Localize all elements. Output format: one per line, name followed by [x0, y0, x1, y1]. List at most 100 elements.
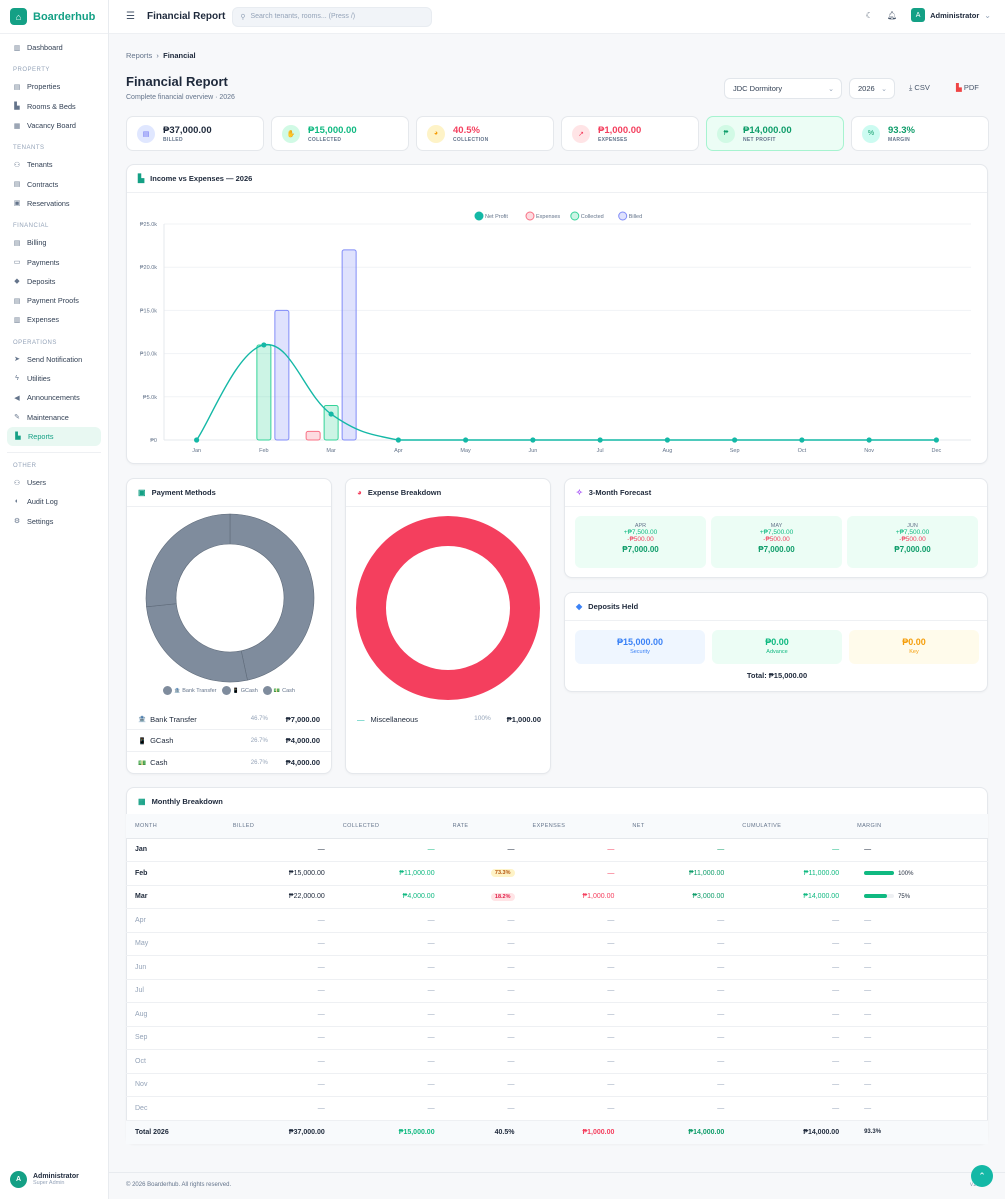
- legend-label[interactable]: Net Profit: [485, 214, 508, 220]
- point-net-profit[interactable]: [261, 342, 267, 348]
- sidebar-item-send-notification[interactable]: ➤ Send Notification: [0, 350, 102, 369]
- sidebar-item-properties[interactable]: ▤ Properties: [0, 77, 102, 96]
- sidebar-item-vacancy-board[interactable]: ▦ Vacancy Board: [0, 116, 102, 135]
- bar-billed[interactable]: [274, 309, 290, 441]
- donut-slice[interactable]: [146, 603, 248, 683]
- csv-button[interactable]: ⤓ CSV: [909, 83, 930, 93]
- scroll-top-button[interactable]: ⌃: [971, 1165, 993, 1187]
- sidebar-item-audit-log[interactable]: ◐ Audit Log: [0, 492, 102, 511]
- sidebar-item-label: Billing: [27, 238, 47, 248]
- column-header[interactable]: NET: [623, 814, 734, 839]
- bell-icon[interactable]: 🔔︎: [886, 10, 898, 20]
- stat-icon: ↗: [572, 124, 590, 143]
- card-title: 3-Month Forecast: [588, 488, 652, 497]
- method-icon: 📱: [138, 737, 147, 745]
- point-net-profit[interactable]: [328, 411, 334, 417]
- moon-icon[interactable]: ☾: [865, 10, 873, 20]
- sidebar-item-contracts[interactable]: ▤ Contracts: [0, 174, 102, 193]
- sidebar-user[interactable]: A Administrator Super Admin: [10, 1171, 79, 1188]
- property-select[interactable]: JDC Dormitory ⌄: [724, 78, 842, 99]
- x-tick-label: Aug: [662, 448, 672, 454]
- point-net-profit[interactable]: [463, 437, 469, 443]
- column-header[interactable]: BILLED: [223, 814, 334, 839]
- cell-billed: ₱22,000.00: [223, 885, 334, 909]
- sidebar-item-deposits[interactable]: ◆ Deposits: [0, 272, 102, 291]
- x-tick-label: Jul: [597, 448, 604, 454]
- cell-net: ₱14,000.00: [623, 1120, 734, 1144]
- bar-collected[interactable]: [323, 404, 339, 441]
- point-net-profit[interactable]: [664, 437, 670, 443]
- cell-billed: —: [223, 1026, 334, 1050]
- sidebar-item-reports[interactable]: ▙ Reports: [7, 426, 101, 447]
- wallet-icon: ▣: [138, 488, 146, 497]
- sidebar-item-announcements[interactable]: ◀ Announcements: [0, 388, 102, 407]
- expense-donut: [356, 516, 540, 700]
- table-row: May — — — — — — —: [126, 932, 988, 956]
- point-net-profit[interactable]: [530, 437, 536, 443]
- expense-label: Miscellaneous: [370, 715, 419, 724]
- column-header[interactable]: CUMULATIVE: [733, 814, 849, 839]
- bar-expenses[interactable]: [305, 430, 321, 441]
- sidebar-item-billing[interactable]: ▤ Billing: [0, 233, 102, 252]
- point-net-profit[interactable]: [799, 437, 805, 443]
- legend-label[interactable]: Expenses: [536, 214, 560, 220]
- legend-item[interactable]: 💵 Cash: [262, 686, 295, 695]
- donut-slice[interactable]: [229, 513, 315, 681]
- cell-net: —: [623, 979, 734, 1003]
- sidebar-item-utilities[interactable]: ϟ Utilities: [0, 369, 102, 388]
- pdf-button[interactable]: ▙ PDF: [956, 83, 979, 92]
- bar-collected[interactable]: [256, 344, 272, 441]
- sidebar-item-rooms-beds[interactable]: ▙ Rooms & Beds: [0, 97, 102, 116]
- sidebar-item-payments[interactable]: ▭ Payments: [0, 252, 102, 271]
- cell-month: Dec: [126, 1096, 224, 1121]
- sidebar-item-settings[interactable]: ⚙ Settings: [0, 512, 102, 531]
- donut-slice[interactable]: [356, 516, 540, 700]
- rate-badge: 18.2%: [490, 892, 515, 901]
- cell-expenses: —: [523, 908, 624, 933]
- sidebar-item-expenses[interactable]: ▥ Expenses: [0, 310, 102, 329]
- cell-cumulative: —: [733, 979, 849, 1003]
- bar-billed[interactable]: [341, 249, 357, 441]
- legend-label[interactable]: Collected: [581, 214, 604, 220]
- sidebar-item-payment-proofs[interactable]: ▤ Payment Proofs: [0, 291, 102, 310]
- point-net-profit[interactable]: [597, 437, 603, 443]
- sidebar-item-maintenance[interactable]: ✎ Maintenance: [0, 407, 102, 426]
- legend-item[interactable]: 🏦 Bank Transfer: [163, 686, 217, 695]
- breadcrumb-reports[interactable]: Reports: [126, 51, 153, 60]
- point-net-profit[interactable]: [866, 437, 872, 443]
- column-header[interactable]: MARGIN: [848, 814, 988, 839]
- table-row: Apr — — — — — — —: [126, 908, 988, 933]
- user-menu[interactable]: A Administrator ⌄: [911, 8, 991, 22]
- x-tick-label: Jan: [192, 448, 201, 454]
- column-header[interactable]: MONTH: [126, 814, 224, 839]
- point-net-profit[interactable]: [933, 437, 939, 443]
- sidebar-item-label: Reports: [28, 431, 54, 441]
- table-row: Feb ₱15,000.00 ₱11,000.00 73.3% — ₱11,000.00 ₱…: [126, 861, 988, 886]
- cell-rate: 40.5%: [443, 1120, 524, 1144]
- search-input[interactable]: ⚲ Search tenants, rooms... (Press /): [232, 6, 433, 27]
- sidebar-item-tenants[interactable]: ⚇ Tenants: [0, 155, 102, 174]
- sidebar-item-dashboard[interactable]: ▥ Dashboard: [0, 38, 102, 57]
- search-icon: ⚲: [240, 13, 246, 21]
- column-header[interactable]: RATE: [443, 814, 524, 839]
- sidebar-item-users[interactable]: ⚇ Users: [0, 473, 102, 492]
- legend-swatch: [221, 686, 231, 695]
- point-net-profit[interactable]: [194, 437, 200, 443]
- nav-section-label: OPERATIONS: [13, 339, 57, 346]
- brand[interactable]: ⌂ Boarderhub: [0, 0, 108, 34]
- column-header[interactable]: COLLECTED: [333, 814, 444, 839]
- cell-cumulative: —: [733, 955, 849, 980]
- sidebar-item-reservations[interactable]: ▣ Reservations: [0, 194, 102, 213]
- legend-item[interactable]: 📱 GCash: [221, 686, 258, 695]
- menu-icon[interactable]: ☰: [126, 11, 135, 22]
- year-select[interactable]: 2026 ⌄: [849, 78, 895, 99]
- x-tick-label: Apr: [394, 448, 403, 454]
- cell-net: —: [623, 908, 734, 933]
- column-header[interactable]: EXPENSES: [523, 814, 624, 839]
- cell-margin: —: [848, 1096, 988, 1121]
- point-net-profit[interactable]: [395, 437, 401, 443]
- donut-slice[interactable]: [145, 513, 231, 608]
- nav-icon: ▤: [13, 297, 21, 305]
- legend-label[interactable]: Billed: [629, 214, 642, 220]
- point-net-profit[interactable]: [732, 437, 738, 443]
